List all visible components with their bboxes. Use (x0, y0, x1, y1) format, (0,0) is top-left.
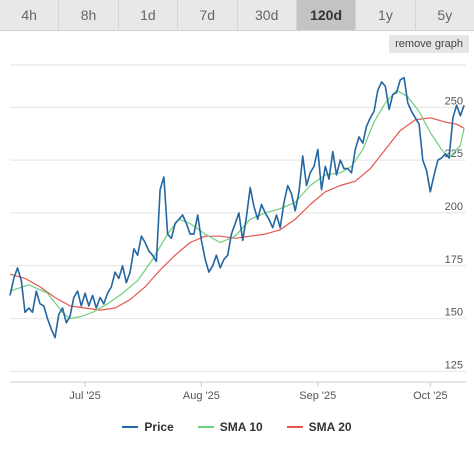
y-tick-label: 125 (445, 359, 463, 371)
tab-5y[interactable]: 5y (437, 7, 453, 23)
legend-swatch (286, 426, 303, 428)
timeframe-tabs: 4h 8h 1d 7d 30d 120d 1y 5y (0, 0, 474, 31)
remove-graph-button[interactable]: remove graph (389, 35, 469, 53)
tab-120d[interactable]: 120d (296, 0, 357, 30)
tab-7d[interactable]: 7d (178, 0, 238, 30)
legend-label: Price (144, 420, 174, 434)
x-tick-label: Jul '25 (69, 390, 100, 402)
legend-swatch (122, 426, 139, 428)
chart-legend: Price SMA 10 SMA 20 (0, 420, 474, 434)
tab-8h[interactable]: 8h (59, 0, 119, 30)
y-tick-label: 175 (445, 254, 463, 266)
legend-label: SMA 20 (308, 420, 352, 434)
series-line-sma-10 (9, 89, 465, 320)
y-tick-label: 200 (445, 201, 463, 213)
legend-item[interactable]: Price (122, 420, 174, 434)
legend-label: SMA 10 (219, 420, 263, 434)
y-tick-label: 225 (445, 148, 463, 160)
legend-item[interactable]: SMA 10 (197, 420, 263, 434)
x-tick-label: Sep '25 (299, 390, 336, 402)
tab-30d[interactable]: 30d (238, 0, 297, 30)
legend-swatch (197, 426, 214, 428)
y-tick-label: 250 (445, 95, 463, 107)
series-line-sma-20 (9, 117, 465, 311)
tab-1y[interactable]: 1y (356, 0, 416, 30)
x-tick-label: Aug '25 (183, 390, 220, 402)
y-tick-label: 150 (445, 307, 463, 319)
series-line-price (9, 76, 465, 339)
legend-item[interactable]: SMA 20 (286, 420, 352, 434)
tab-4h[interactable]: 4h (0, 0, 60, 30)
x-tick-label: Oct '25 (413, 390, 448, 402)
tab-1d[interactable]: 1d (119, 0, 179, 30)
